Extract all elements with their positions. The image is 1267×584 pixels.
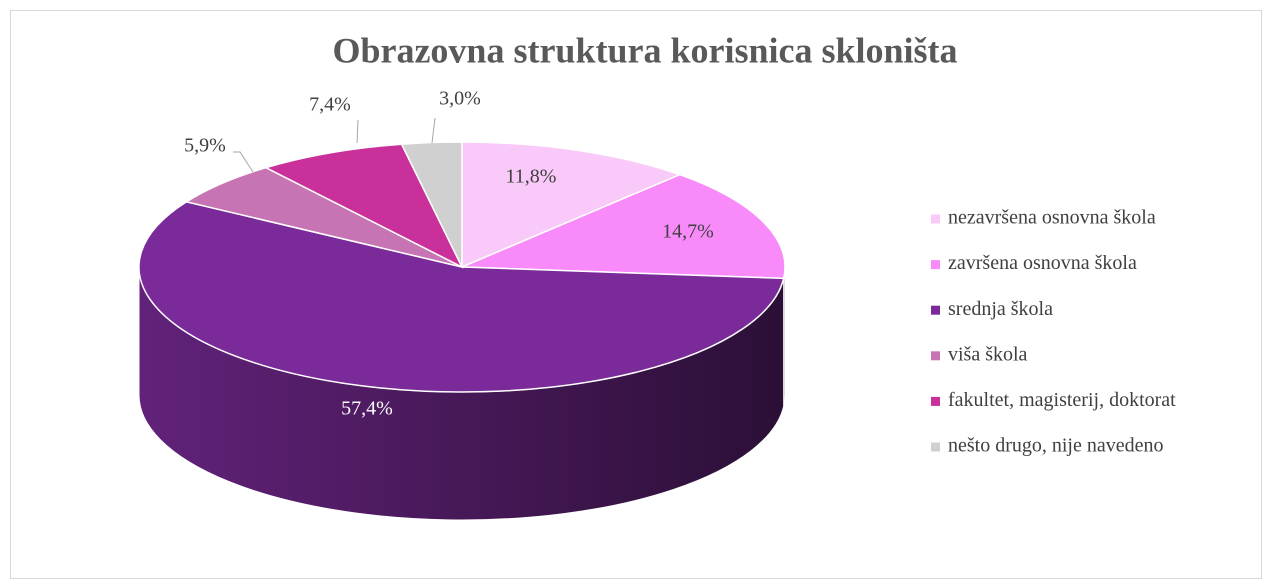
leader-line bbox=[431, 117, 436, 144]
data-label: 3,0% bbox=[439, 88, 481, 110]
slice bbox=[461, 173, 786, 280]
legend-swatch bbox=[931, 305, 940, 315]
data-label: 5,9% bbox=[184, 135, 226, 157]
slice bbox=[138, 201, 785, 393]
legend-label: viša škola bbox=[948, 343, 1028, 365]
legend-swatch bbox=[931, 442, 940, 452]
data-label: 57,4% bbox=[341, 398, 393, 420]
legend-label: završena osnovna škola bbox=[948, 252, 1137, 274]
legend-swatch bbox=[931, 214, 940, 224]
leader-line bbox=[233, 151, 254, 173]
legend-label: fakultet, magisterij, doktorat bbox=[948, 389, 1176, 411]
leader-line bbox=[356, 119, 359, 144]
legend-swatch bbox=[931, 260, 940, 270]
slice bbox=[263, 143, 464, 269]
data-label: 14,7% bbox=[662, 221, 714, 243]
data-label: 7,4% bbox=[309, 94, 351, 116]
slice bbox=[461, 141, 682, 269]
legend-label: nezavršena osnovna škola bbox=[948, 207, 1156, 229]
legend-swatch bbox=[931, 396, 940, 406]
legend-swatch bbox=[931, 351, 940, 361]
legend-label: nešto drugo, nije navedeno bbox=[948, 435, 1164, 457]
legend-label: srednja škola bbox=[948, 298, 1053, 320]
chart-title: Obrazovna struktura korisnica skloništa bbox=[332, 30, 957, 70]
data-label: 11,8% bbox=[506, 166, 557, 188]
